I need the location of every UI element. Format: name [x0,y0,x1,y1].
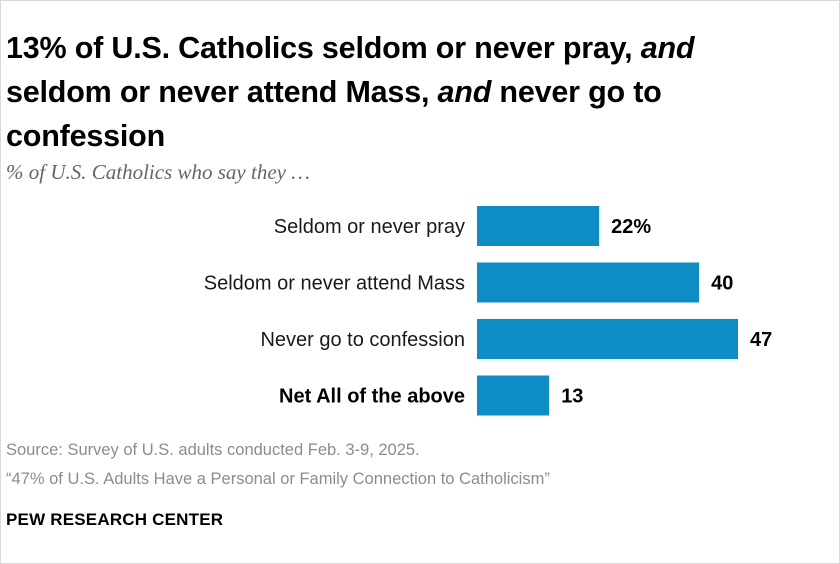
chart-title: 13% of U.S. Catholics seldom or never pr… [6,26,806,158]
value-label-seldom-or-never-attend-mass: 40 [711,273,733,295]
value-label-net-all-of-the-above: 13 [561,386,583,408]
report-title: “47% of U.S. Adults Have a Personal or F… [6,470,550,488]
value-label-never-go-to-confession: 47 [750,329,772,351]
bar-seldom-or-never-attend-mass [477,262,700,303]
title-part-1: 13% of U.S. Catholics seldom or never pr… [6,31,641,65]
bar-never-go-to-confession [477,319,738,359]
category-label-seldom-or-never-attend-mass: Seldom or never attend Mass [204,273,465,295]
bar-seldom-or-never-pray [477,206,600,246]
title-and-1: and [640,31,695,65]
title-and-2: and [437,75,492,109]
value-label-seldom-or-never-pray: 22% [611,216,651,238]
brand-logo-text: PEW RESEARCH CENTER [6,510,224,529]
bar-chart: Seldom or never pray 22% Seldom or never a… [204,206,772,416]
category-label-net-all-of-the-above: Net All of the above [279,386,465,408]
chart-subtitle: % of U.S. Catholics who say they … [6,160,310,184]
title-part-3: never go to confession [6,75,662,153]
category-label-never-go-to-confession: Never go to confession [260,329,465,351]
bar-net-all-of-the-above [477,375,550,416]
title-part-2: seldom or never attend Mass, [6,75,438,109]
source-note: Source: Survey of U.S. adults conducted … [6,441,420,459]
category-label-seldom-or-never-pray: Seldom or never pray [274,216,465,238]
